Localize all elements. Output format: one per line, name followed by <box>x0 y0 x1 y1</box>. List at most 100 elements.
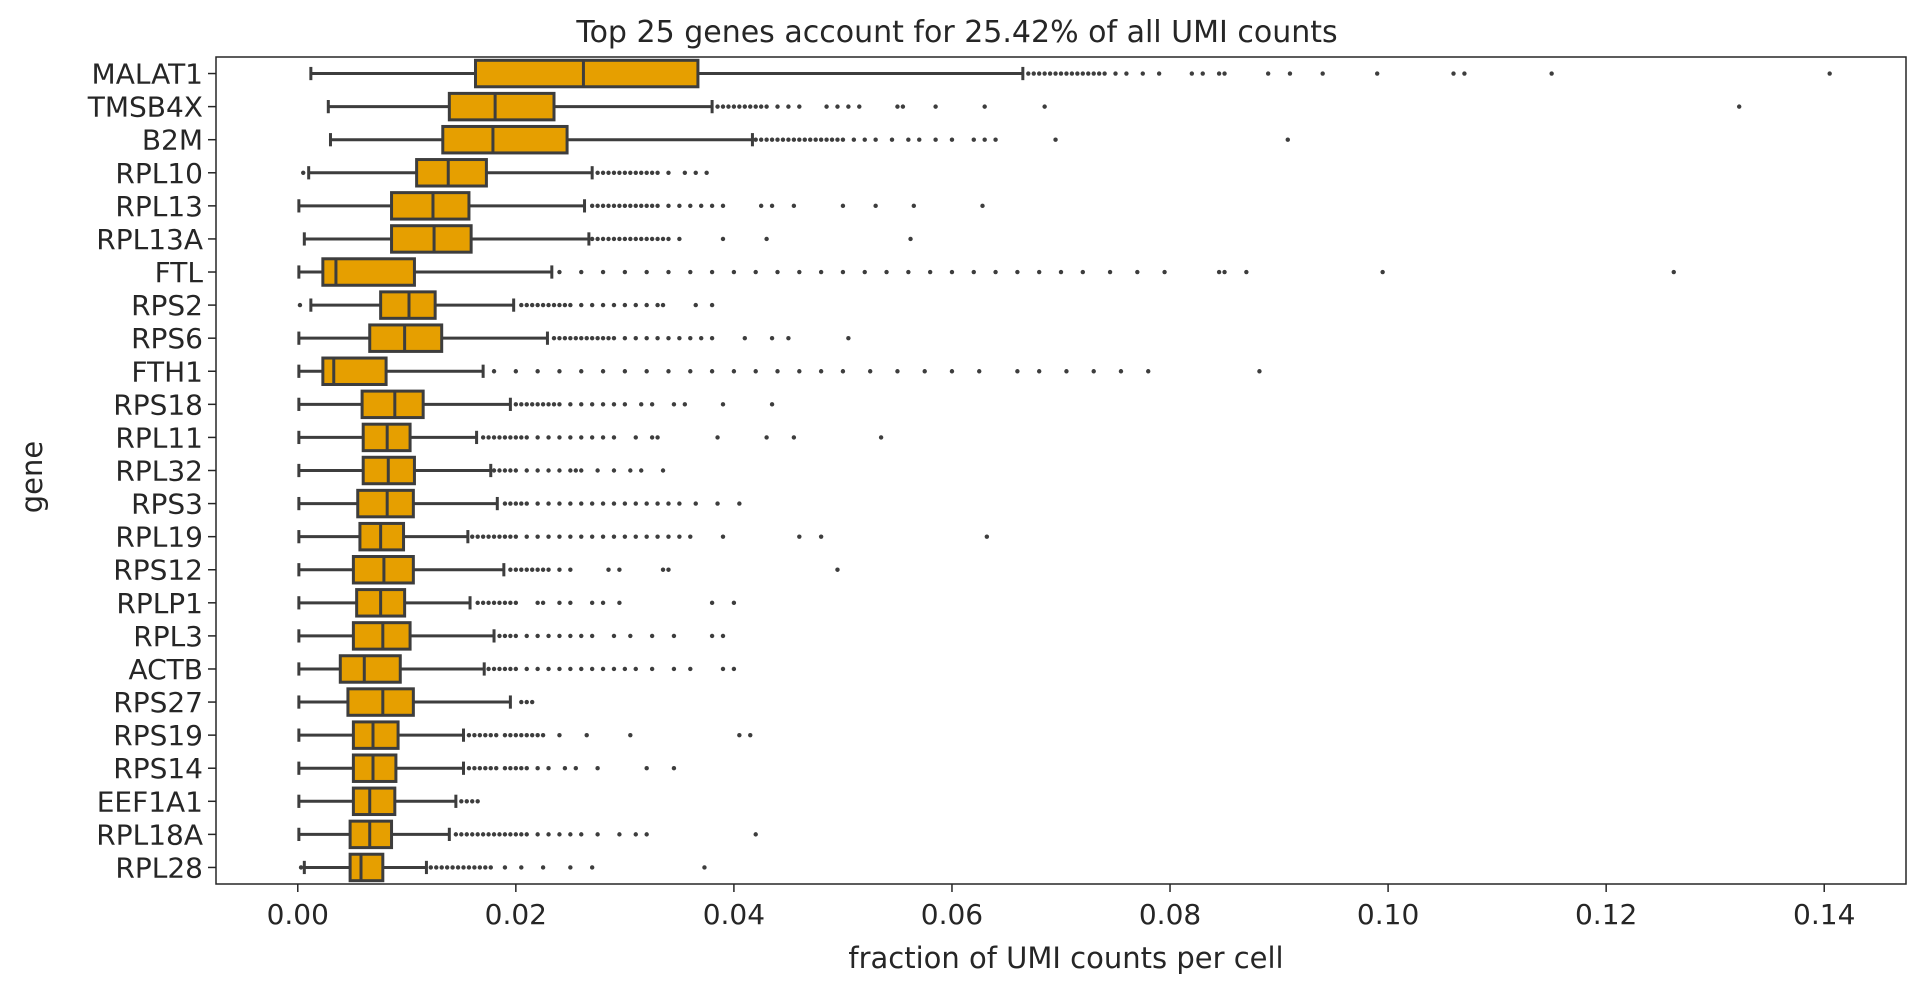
outlier-point <box>622 302 628 308</box>
outlier-point <box>1671 269 1676 275</box>
outlier-point <box>589 534 595 539</box>
outlier-point <box>971 269 976 275</box>
outlier-point <box>579 501 584 506</box>
outlier-point <box>472 865 477 870</box>
outlier-point <box>502 732 508 738</box>
outlier-point <box>486 600 491 606</box>
outlier-point <box>818 369 824 374</box>
outlier-point <box>513 369 519 374</box>
outlier-point <box>1107 269 1113 275</box>
outlier-point <box>1036 369 1042 374</box>
y-tick-label: RPL13A <box>96 223 203 256</box>
outlier-point <box>611 335 617 341</box>
outlier-point <box>889 137 895 142</box>
y-tick-label: RPS2 <box>131 289 203 322</box>
outlier-point <box>497 832 502 837</box>
outlier-point <box>480 600 486 606</box>
outlier-point <box>908 236 913 242</box>
outlier-point <box>483 732 488 738</box>
box-group-rps18 <box>297 389 775 420</box>
outlier-point <box>666 269 671 275</box>
outlier-point <box>611 302 617 308</box>
y-tick-label: FTL <box>155 256 204 289</box>
outlier-point <box>513 501 519 506</box>
outlier-point <box>688 203 693 209</box>
outlier-point <box>475 600 480 606</box>
outlier-point <box>486 534 491 539</box>
outlier-point <box>524 766 529 771</box>
outlier-point <box>797 369 802 374</box>
outlier-point <box>491 369 497 374</box>
outlier-point <box>1140 71 1145 76</box>
outlier-point <box>791 203 797 209</box>
box-iqr <box>348 852 385 883</box>
outlier-point <box>655 170 660 175</box>
outlier-point <box>1374 71 1380 76</box>
outlier-point <box>633 170 638 175</box>
outlier-point <box>628 633 633 639</box>
box-group-rpl19 <box>297 521 990 552</box>
outlier-point <box>698 335 704 341</box>
outlier-point <box>1042 71 1047 76</box>
outlier-point <box>677 335 682 341</box>
outlier-point <box>600 501 606 506</box>
outlier-point <box>557 666 562 672</box>
outlier-point <box>862 137 867 142</box>
outlier-point <box>494 732 499 738</box>
box-group-tmsb4x <box>326 91 1742 122</box>
outlier-point <box>524 732 529 738</box>
outlier-point <box>606 203 611 209</box>
outlier-point <box>470 832 475 837</box>
outlier-point <box>529 732 535 738</box>
outlier-point <box>611 402 617 407</box>
outlier-point <box>568 600 573 606</box>
outlier-point <box>666 567 671 572</box>
outlier-point <box>1451 71 1456 76</box>
outlier-point <box>519 501 524 506</box>
outlier-point <box>524 832 529 837</box>
outlier-point <box>628 468 633 473</box>
outlier-point <box>535 732 540 738</box>
outlier-point <box>606 335 611 341</box>
y-tick-label: RPL10 <box>115 157 203 190</box>
outlier-point <box>742 104 748 109</box>
outlier-point <box>1156 71 1162 76</box>
outlier-point <box>535 468 540 473</box>
outlier-point <box>633 302 638 308</box>
outlier-point <box>579 269 584 275</box>
outlier-point <box>764 137 769 142</box>
outlier-point <box>535 567 540 572</box>
outlier-point <box>557 567 562 572</box>
outlier-point <box>513 666 519 672</box>
outlier-point <box>862 269 867 275</box>
outlier-point <box>775 269 780 275</box>
outlier-point <box>579 402 584 407</box>
outlier-point <box>551 335 557 341</box>
outlier-point <box>649 203 655 209</box>
outlier-point <box>1058 71 1064 76</box>
outlier-point <box>540 302 546 308</box>
outlier-point <box>644 501 649 506</box>
outlier-point <box>535 435 540 440</box>
outlier-point <box>993 137 998 142</box>
outlier-point <box>464 832 469 837</box>
outlier-point <box>818 534 824 539</box>
x-tick-label: 0.04 <box>703 898 765 931</box>
outlier-point <box>513 600 519 606</box>
outlier-point <box>502 600 508 606</box>
outlier-point <box>524 699 529 705</box>
outlier-point <box>475 832 480 837</box>
outlier-point <box>633 534 638 539</box>
outlier-point <box>971 137 976 142</box>
outlier-point <box>557 468 562 473</box>
outlier-point <box>639 170 644 175</box>
outlier-point <box>513 468 519 473</box>
outlier-point <box>709 633 715 639</box>
outlier-point <box>720 236 726 242</box>
outlier-point <box>906 137 911 142</box>
outlier-point <box>617 567 622 572</box>
outlier-point <box>600 269 606 275</box>
outlier-point <box>1075 71 1080 76</box>
outlier-point <box>573 468 579 473</box>
outlier-point <box>644 766 649 771</box>
